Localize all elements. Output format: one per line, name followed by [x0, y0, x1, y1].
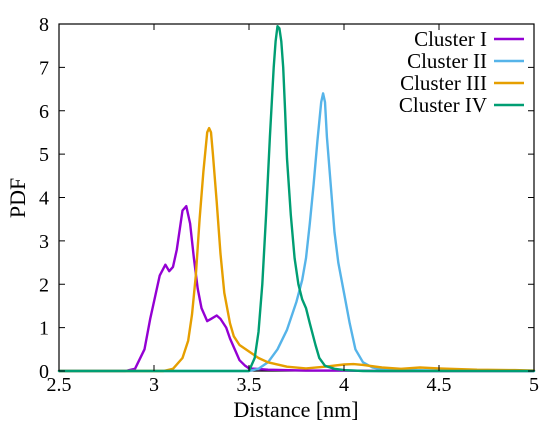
legend-label-cluster-ii: Cluster II	[407, 49, 487, 73]
x-tick-label: 5	[529, 374, 539, 396]
series-line-cluster-i	[57, 204, 536, 373]
x-tick-label: 4	[339, 374, 349, 396]
y-tick-label: 1	[39, 318, 49, 340]
x-tick-label: 3.5	[237, 374, 262, 396]
y-tick-label: 8	[39, 14, 49, 36]
x-tick-label: 4.5	[427, 374, 452, 396]
series-line-cluster-iii	[57, 126, 536, 373]
series-line-cluster-ii	[57, 92, 536, 373]
x-tick-label: 3	[149, 374, 159, 396]
y-tick-label: 4	[39, 188, 49, 210]
plot-area: 2.5 3 3.5 4 4.5 5 0 1 2 3 4 5 6 7 8	[39, 14, 539, 396]
series-layer	[57, 25, 536, 373]
y-tick-label: 3	[39, 231, 49, 253]
y-axis-label: PDF	[5, 178, 30, 218]
y-tick-label: 7	[39, 57, 49, 79]
legend-label-cluster-iv: Cluster IV	[399, 93, 487, 117]
x-axis: 2.5 3 3.5 4 4.5 5	[47, 24, 539, 396]
y-axis: 0 1 2 3 4 5 6 7 8	[39, 14, 534, 383]
legend-label-cluster-iii: Cluster III	[400, 71, 487, 95]
series-line-cluster-iv	[57, 25, 536, 373]
y-tick-label: 6	[39, 101, 49, 123]
y-tick-label: 2	[39, 274, 49, 296]
x-tick-label: 2.5	[47, 374, 72, 396]
y-tick-label: 0	[39, 361, 49, 383]
legend-label-cluster-i: Cluster I	[414, 27, 487, 51]
y-tick-label: 5	[39, 144, 49, 166]
x-axis-label: Distance [nm]	[233, 397, 358, 422]
